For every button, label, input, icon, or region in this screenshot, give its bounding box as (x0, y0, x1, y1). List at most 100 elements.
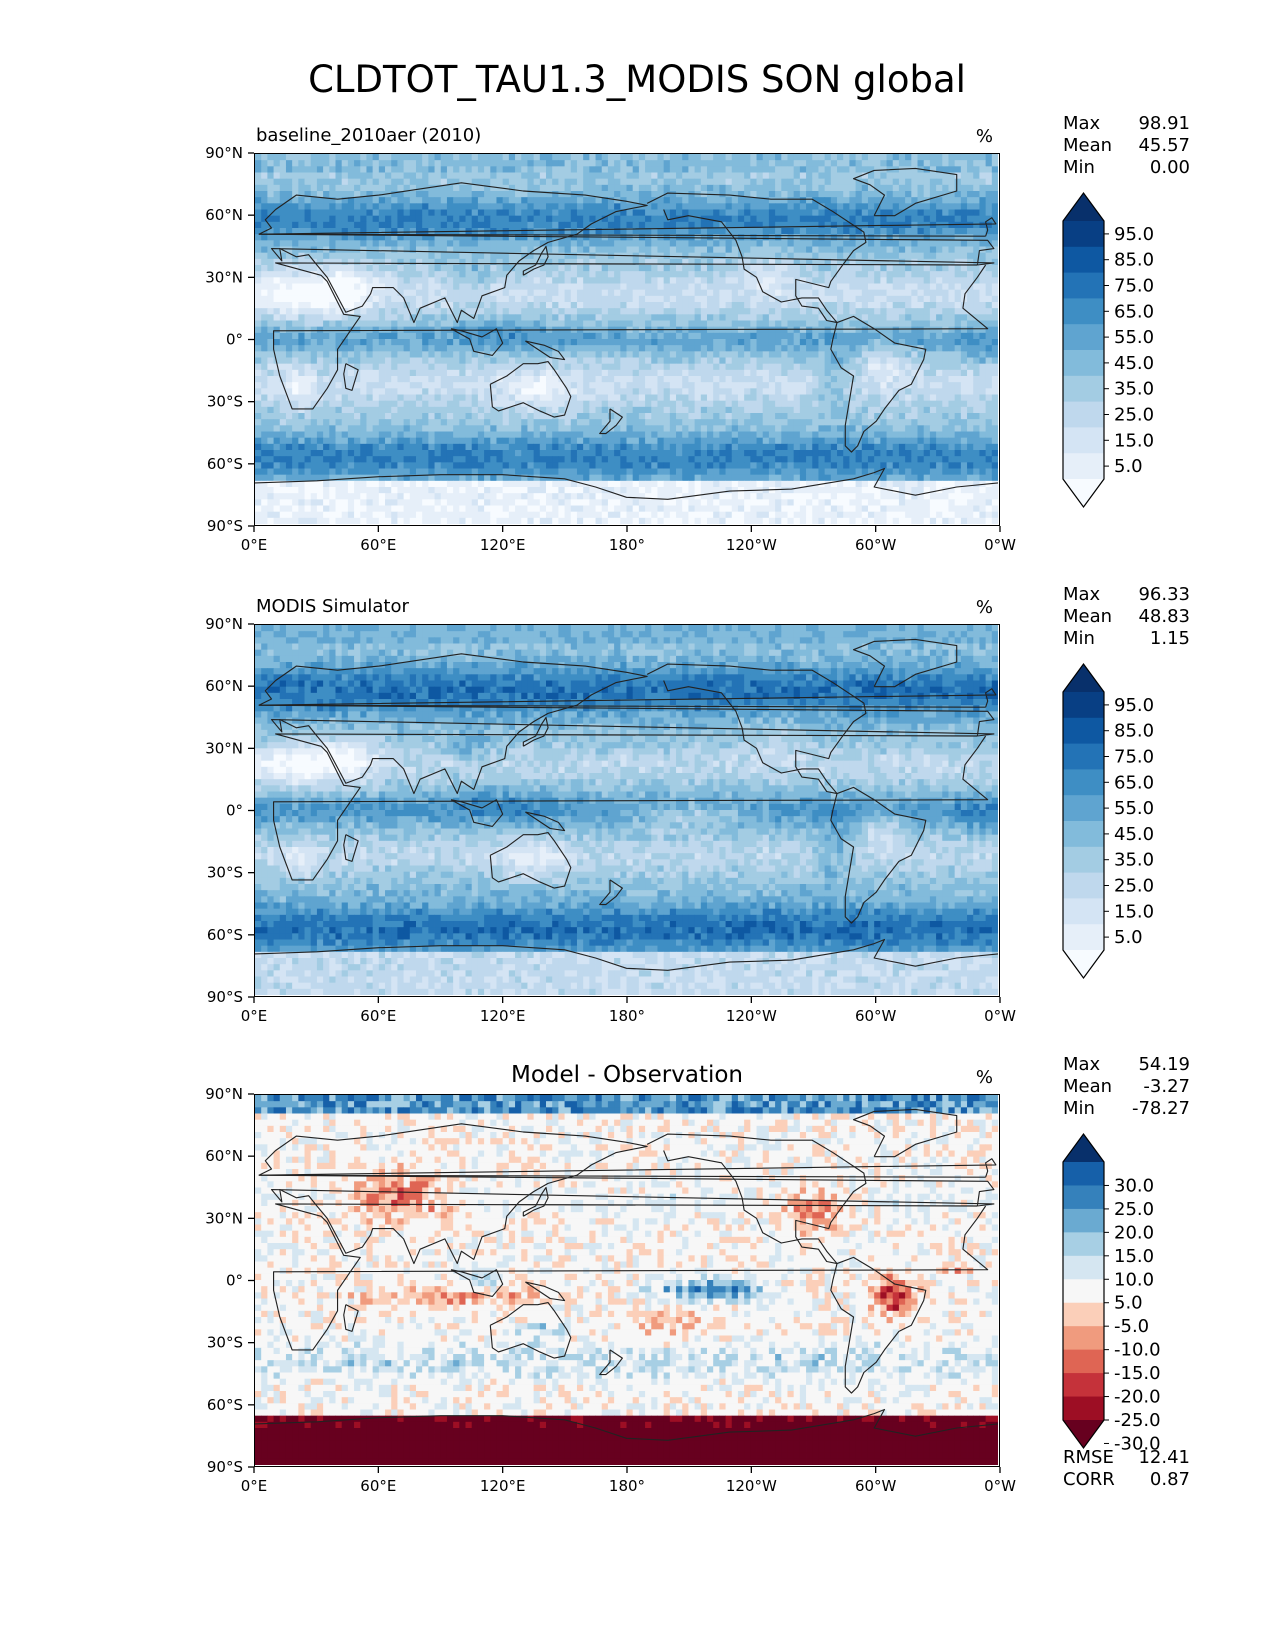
colorbar-segment (1063, 221, 1104, 248)
y-tick-label: 0° (226, 1272, 243, 1290)
x-tick-label: 180° (609, 1007, 645, 1025)
y-tick-label: 60°S (207, 926, 243, 944)
coastline (830, 786, 927, 924)
colorbar-tick-label: 85.0 (1114, 721, 1154, 742)
heatmap-field (255, 1095, 998, 1465)
colorbar-segment (1063, 1302, 1104, 1327)
colorbar-tick-label: -20.0 (1114, 1387, 1161, 1408)
heatmap-bottom (254, 1094, 1000, 1467)
y-tick-label: 30°N (205, 268, 243, 286)
stat-label-max: Max (1063, 113, 1101, 134)
colorbar-tick-label: 55.0 (1114, 327, 1154, 348)
x-tick-label: 60°E (360, 1477, 396, 1495)
heatmap-field (255, 154, 998, 524)
coastline (489, 361, 572, 418)
coastline (343, 834, 359, 862)
x-tick-label: 0°E (241, 536, 268, 554)
colorbar: 30.0 25.020.0 15.010.0 5.0-5.0 -10.0-15.0 -20… (1062, 1132, 1161, 1454)
coastline (522, 716, 549, 747)
stat-label-rmse: RMSE (1063, 1447, 1114, 1468)
stat-value-min: 0.00 (1150, 157, 1190, 178)
y-tick-label: 0° (226, 802, 243, 820)
colorbar-segment (1063, 821, 1104, 848)
coastline (258, 217, 997, 237)
colorbar-segment (1063, 298, 1104, 325)
stat-value-rmse: 12.41 (1138, 1447, 1190, 1468)
coastline (489, 1302, 572, 1359)
colorbar-segment (1063, 1255, 1104, 1280)
coastline (830, 1256, 927, 1394)
colorbar-tick-label: 15.0 (1114, 1246, 1154, 1267)
stat-value-max: 96.33 (1138, 584, 1190, 605)
colorbar-segment (1063, 427, 1104, 454)
colorbar-tick-label: -15.0 (1114, 1363, 1161, 1384)
coastline (852, 1108, 958, 1158)
x-tick-label: 0°E (241, 1007, 268, 1025)
colorbar-segment (1063, 246, 1104, 274)
units-label: % (976, 597, 993, 618)
colorbar-outline (1062, 662, 1105, 980)
colorbar-segment (1063, 1279, 1104, 1304)
stat-value-max: 98.91 (1138, 113, 1190, 134)
colorbar-tick-label: 45.0 (1114, 353, 1154, 374)
panel-bottom: Model - Observation % 90°N 60°N 30°N 0° 30°S 60… (205, 1054, 1190, 1495)
coastline (258, 1158, 997, 1178)
y-tick-label: 30°S (207, 393, 243, 411)
colorbar-segment (1063, 1162, 1104, 1186)
y-tick-label: 30°N (205, 739, 243, 757)
coastline (255, 1408, 998, 1441)
colorbar-tick-label: 35.0 (1114, 850, 1154, 871)
coastline (525, 340, 566, 361)
x-tick-label: 0°W (984, 1477, 1016, 1495)
colorbar-segment (1063, 924, 1104, 951)
y-tick-label: 60°S (207, 1396, 243, 1414)
colorbar: 95.0 85.0 75.0 65.0 55.0 45.0 35.0 25.0 15.0 5.0 (1062, 191, 1154, 509)
x-tick-label: 120°E (480, 1477, 526, 1495)
stat-value-mean: 48.83 (1138, 606, 1190, 627)
y-tick-label: 90°N (205, 144, 243, 162)
y-tick-label: 60°N (205, 677, 243, 695)
colorbar-tick-label: 95.0 (1114, 695, 1154, 716)
panel-middle: MODIS Simulator % 90°N 60°N 30°N 0° 30°S 60°S 90… (205, 584, 1190, 1025)
coastline (258, 1123, 995, 1265)
panel-title-left: baseline_2010aer (2010) (256, 125, 481, 146)
colorbar-segment (1063, 898, 1104, 925)
y-tick-label: 60°N (205, 1147, 243, 1165)
coastline (489, 832, 572, 889)
colorbar-tick-label: -5.0 (1114, 1316, 1149, 1337)
colorbar-tick-label: 65.0 (1114, 772, 1154, 793)
stat-value-min: -78.27 (1132, 1098, 1190, 1119)
colorbar-extend-bottom (1063, 479, 1104, 507)
stat-label-mean: Mean (1063, 135, 1112, 156)
coastline (599, 1349, 623, 1376)
x-tick-label: 120°W (726, 1477, 777, 1495)
x-tick-label: 0°W (984, 1007, 1016, 1025)
x-tick-label: 120°E (480, 1007, 526, 1025)
coastline (852, 638, 958, 688)
stat-label-min: Min (1063, 1098, 1095, 1119)
y-tick-label: 60°N (205, 206, 243, 224)
colorbar-tick-label: 30.0 (1114, 1175, 1154, 1196)
coastline (599, 408, 623, 435)
coastline (522, 1186, 549, 1217)
colorbar-segment (1063, 692, 1104, 719)
stat-value-corr: 0.87 (1150, 1469, 1190, 1490)
panel-title-left: MODIS Simulator (256, 596, 409, 617)
coastline (450, 1269, 504, 1298)
colorbar-segment (1063, 717, 1104, 745)
y-tick-label: 90°N (205, 615, 243, 633)
coastline (852, 167, 958, 217)
colorbar-tick-label: 5.0 (1114, 456, 1143, 477)
coastline (522, 245, 549, 276)
stat-label-max: Max (1063, 584, 1101, 605)
colorbar-tick-label: 65.0 (1114, 301, 1154, 322)
x-tick-label: 60°E (360, 1007, 396, 1025)
coastline (450, 328, 504, 357)
figure-title: CLDTOT_TAU1.3_MODIS SON global (308, 58, 966, 101)
colorbar-tick-label: 25.0 (1114, 1199, 1154, 1220)
colorbar-segment (1063, 1349, 1104, 1374)
colorbar-segment (1063, 743, 1104, 770)
coastline (646, 1133, 867, 1265)
coastline (273, 1203, 989, 1351)
